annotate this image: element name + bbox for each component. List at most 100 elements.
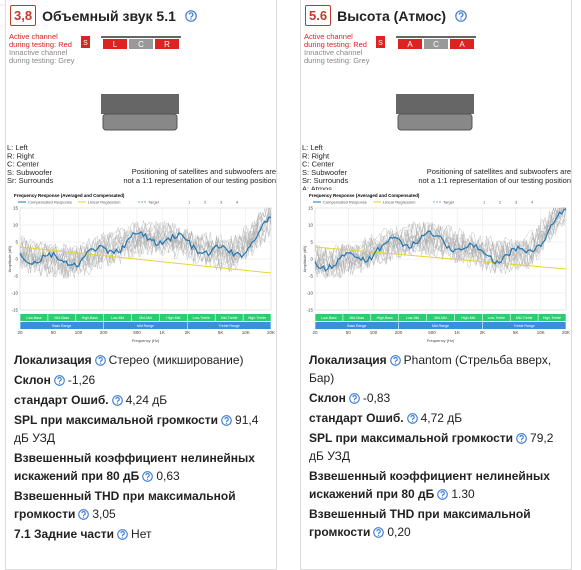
- card-header: 5.6 Высота (Атмос): [305, 5, 470, 26]
- property: Взвешенный коэффициент нелинейных искаже…: [14, 449, 264, 485]
- icon-dot: [83, 516, 85, 518]
- property-value: Phantom (Стрельба вверх, Бар): [309, 353, 552, 385]
- trace-grey: [19, 207, 272, 276]
- property-value: 4,24 дБ: [125, 393, 168, 407]
- band-box: [398, 314, 427, 321]
- band-label: Low-Treble: [488, 316, 505, 320]
- y-tick-label: -15: [11, 308, 18, 313]
- range-box: [398, 322, 483, 329]
- property-label: SPL при максимальной громкости: [309, 431, 514, 445]
- soundbar-base: [397, 113, 473, 131]
- band-label: High-Bass: [377, 316, 393, 320]
- key-line: C: Center: [7, 160, 40, 169]
- trace-blue: [314, 208, 567, 272]
- y-tick-label: 10: [308, 223, 314, 228]
- properties: Локализация Phantom (Стрельба вверх, Бар)…: [309, 351, 559, 543]
- x-tick-label: 500: [428, 330, 436, 335]
- help-icon: [111, 395, 123, 406]
- soundbar-top: [396, 94, 474, 114]
- icon-dot: [58, 382, 61, 384]
- icon-glyph: [410, 415, 415, 420]
- position-note: Positioning of satellites and subwoofers…: [132, 167, 276, 176]
- x-tick-label: 20K: [267, 330, 275, 335]
- key-line: R: Right: [7, 151, 35, 160]
- help-icon: [142, 471, 154, 482]
- x-tick-label: 20: [312, 330, 318, 335]
- key-line: C: Center: [302, 160, 335, 169]
- range-label: Treble Range: [219, 324, 240, 328]
- band-label: Mid-Bass: [55, 316, 70, 320]
- property-label: стандарт Ошиб.: [14, 393, 109, 407]
- icon-ring: [54, 375, 65, 386]
- icon-glyph: [81, 511, 87, 516]
- help-icon: [185, 9, 197, 22]
- band-label: Mid-Bass: [350, 316, 365, 320]
- y-tick-label: 5: [310, 240, 313, 245]
- icon-dot: [460, 17, 462, 20]
- x-tick-label: 10K: [537, 330, 545, 335]
- icon-ring: [94, 355, 106, 366]
- property-label: Локализация: [14, 353, 92, 367]
- band-box: [482, 314, 510, 321]
- position-note: not a 1:1 representation of our testing …: [418, 176, 571, 185]
- active-note: Active channel: [304, 32, 353, 41]
- legend-label: Linear Regression: [383, 200, 415, 205]
- channel-label: A: [407, 40, 413, 49]
- range-label: Bass Range: [347, 324, 366, 328]
- y-tick-label: 5: [15, 240, 18, 245]
- icon-glyph: [120, 531, 125, 536]
- band-label: High-Bass: [82, 316, 98, 320]
- soundbar-base: [102, 113, 178, 131]
- pager-label: 4: [531, 200, 534, 205]
- y-axis-label: Amplitude (dB): [302, 245, 307, 272]
- property-label: стандарт Ошиб.: [309, 411, 404, 425]
- y-tick-label: -5: [309, 274, 313, 279]
- channel-box: [398, 39, 422, 49]
- property-label: 7.1 Задние части: [14, 527, 115, 541]
- score: 3,8: [10, 5, 37, 26]
- key-line: L: Left: [302, 143, 324, 152]
- channel-box: [155, 39, 179, 49]
- icon-dot: [378, 534, 380, 536]
- x-tick-label: 200: [395, 330, 403, 335]
- trace-grey: [19, 213, 272, 277]
- property-value: -1,26: [67, 373, 96, 387]
- band-label: Low-Bass: [26, 316, 42, 320]
- help-icon: [117, 529, 128, 540]
- property: Локализация Стерео (микширование): [14, 351, 264, 369]
- icon-ring: [389, 355, 401, 366]
- pager-label: 2: [204, 200, 207, 205]
- band-box: [159, 314, 188, 321]
- property-label: SPL при максимальной громкости: [14, 413, 219, 427]
- property-value: 91,4 дБ УЗД: [14, 413, 259, 445]
- pager-label: 3: [515, 200, 518, 205]
- property-value: Нет: [131, 527, 152, 541]
- inactive-note: Innactive channel: [304, 48, 363, 57]
- band-box: [187, 314, 215, 321]
- band-box: [131, 314, 160, 321]
- icon-ring: [117, 529, 128, 540]
- icon-ring: [111, 395, 123, 406]
- active-note: during testing: Red: [9, 40, 72, 49]
- y-tick-label: -5: [14, 274, 18, 279]
- legend-label: Compensated Response: [323, 200, 368, 205]
- icon-dot: [442, 496, 444, 498]
- help-icon: [54, 375, 65, 386]
- icon-glyph: [188, 11, 194, 18]
- band-label: Mid-Treble: [221, 316, 238, 320]
- chart-title: Frequency Response (Averaged and Compens…: [309, 193, 420, 198]
- property: Взвешенный коэффициент нелинейных искаже…: [309, 467, 559, 503]
- frequency-chart: Frequency Response (Averaged and Compens…: [7, 193, 275, 343]
- card-title: Высота (Атмос): [337, 7, 447, 24]
- channel-label: L: [113, 40, 118, 49]
- trace-grey: [314, 207, 567, 280]
- band-box: [454, 314, 483, 321]
- x-tick-label: 1K: [454, 330, 460, 335]
- trace-grey: [314, 207, 567, 271]
- band-label: Low-Mid: [111, 316, 124, 320]
- channel-label: R: [164, 40, 170, 49]
- icon-glyph: [145, 473, 151, 478]
- sub-label: S: [83, 40, 88, 47]
- legend-label: Target: [443, 200, 455, 205]
